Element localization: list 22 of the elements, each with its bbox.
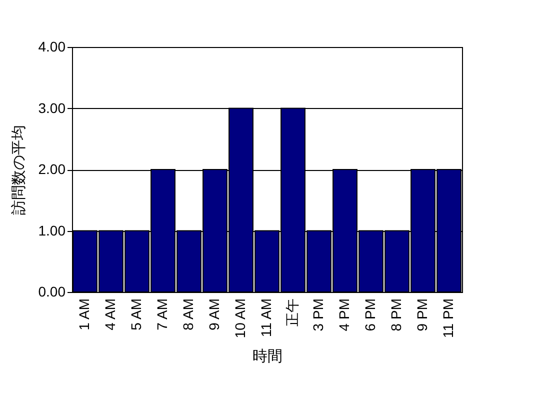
y-tick-label: 4.00 — [38, 38, 66, 54]
y-tick-label: 2.00 — [38, 161, 66, 177]
y-tick-label: 1.00 — [38, 222, 66, 238]
y-tick-label: 0.00 — [38, 284, 66, 300]
x-tick-label: 4 AM — [102, 298, 118, 330]
x-tick-label: 10 AM — [232, 298, 248, 338]
y-axis-title: 訪問数の平均 — [10, 125, 28, 215]
x-tick-label: 9 AM — [206, 298, 222, 330]
x-axis-title: 時間 — [252, 348, 282, 365]
x-tick-label: 5 AM — [128, 298, 144, 330]
x-tick-label: 正午 — [284, 298, 300, 326]
x-tick-label: 11 AM — [258, 298, 274, 338]
x-tick-label: 8 AM — [180, 298, 196, 330]
x-tick-label: 1 AM — [76, 298, 92, 330]
x-tick-label: 9 PM — [414, 298, 430, 332]
x-tick-label: 6 PM — [362, 298, 378, 332]
x-tick-label: 4 PM — [336, 298, 352, 332]
x-tick-label: 7 AM — [154, 298, 170, 330]
x-tick-label: 3 PM — [310, 298, 326, 332]
x-tick-label: 11 PM — [440, 298, 456, 338]
y-tick-label: 3.00 — [38, 100, 66, 116]
x-tick-label: 8 PM — [388, 298, 404, 332]
